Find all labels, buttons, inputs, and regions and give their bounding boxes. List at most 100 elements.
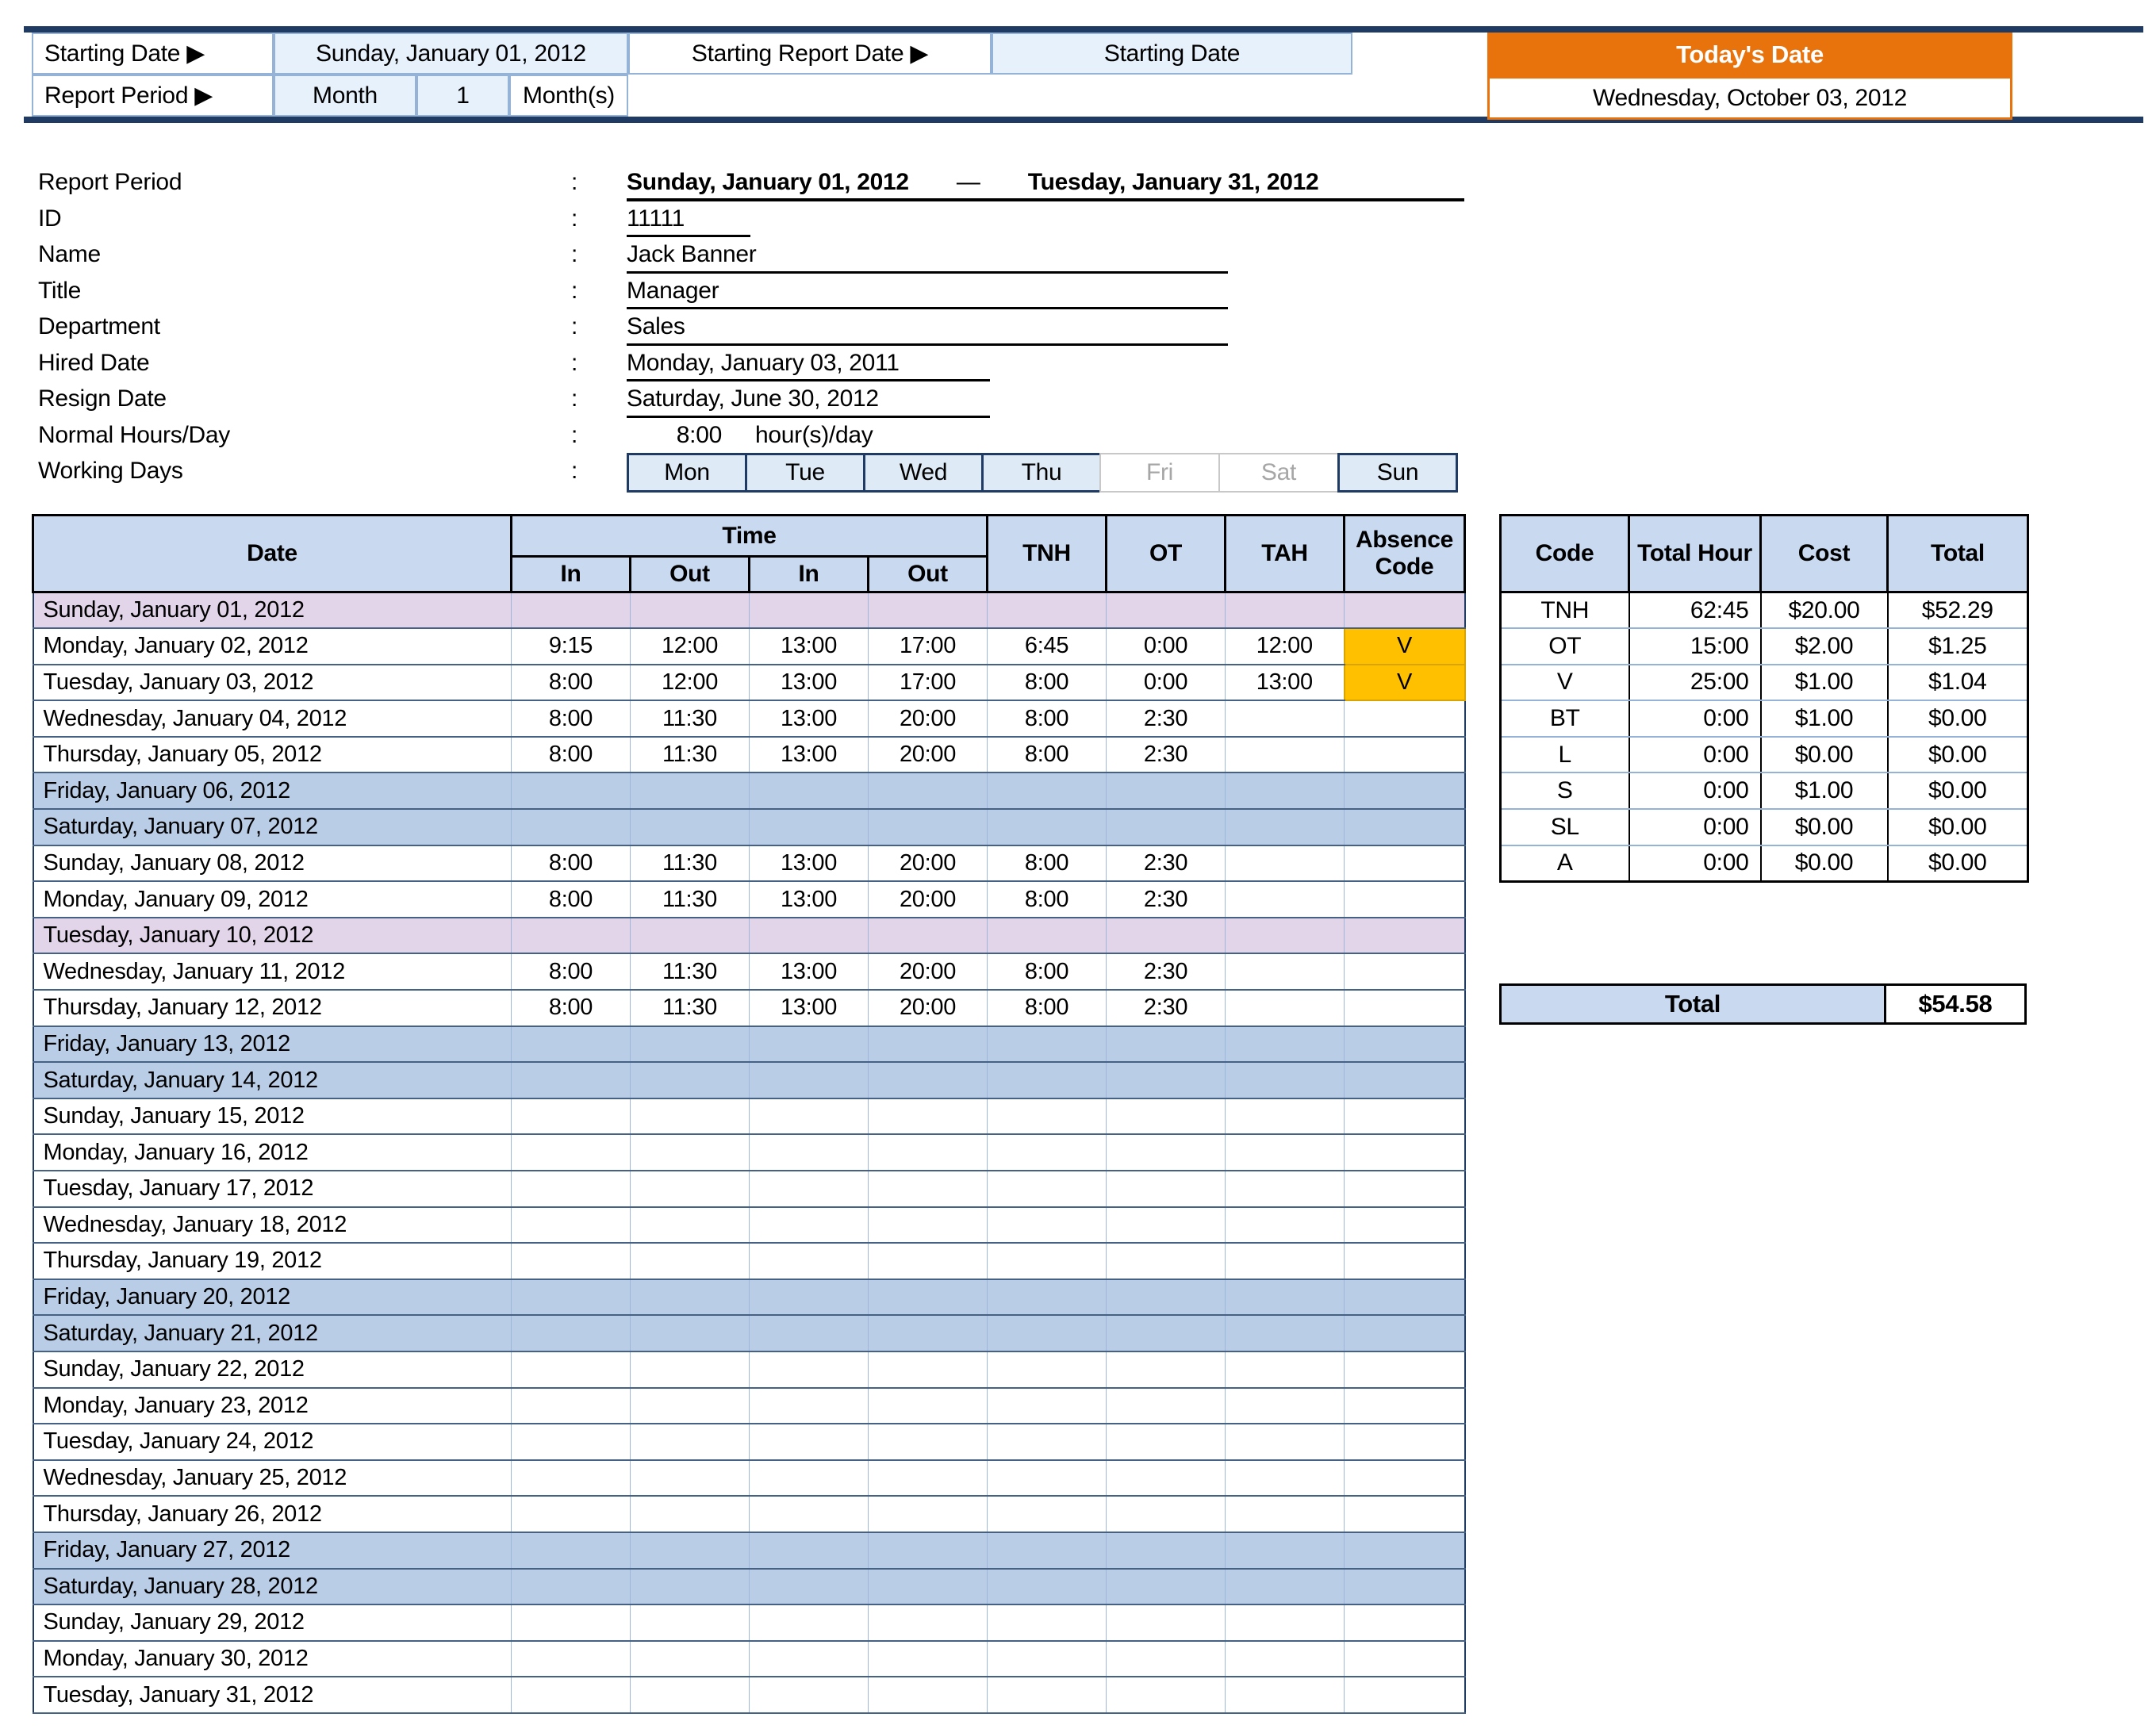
in1-cell[interactable]: 8:00 (511, 953, 631, 991)
report-period-range[interactable]: Sunday, January 01, 2012 — Tuesday, Januar… (627, 169, 1319, 196)
out2-cell[interactable] (867, 916, 988, 955)
out2-cell[interactable] (867, 1206, 988, 1244)
in1-cell[interactable] (511, 772, 631, 811)
abs-cell[interactable] (1344, 989, 1466, 1027)
hour-cell[interactable]: 25:00 (1628, 663, 1762, 702)
in2-cell[interactable] (749, 1061, 869, 1099)
tah-cell[interactable] (1225, 1061, 1345, 1099)
in2-cell[interactable] (749, 1314, 869, 1352)
tnh-cell[interactable] (987, 1025, 1107, 1064)
total-cell[interactable]: $52.29 (1886, 591, 2029, 630)
ot-cell[interactable] (1106, 1459, 1226, 1497)
in1-cell[interactable] (511, 1423, 631, 1461)
tah-cell[interactable] (1225, 953, 1345, 991)
out2-cell[interactable] (867, 1278, 988, 1317)
out1-cell[interactable] (630, 1495, 750, 1533)
in1-cell[interactable]: 8:00 (511, 700, 631, 738)
ot-cell[interactable]: 0:00 (1106, 663, 1226, 702)
cost-cell[interactable]: $1.00 (1759, 663, 1889, 702)
date-cell[interactable]: Friday, January 13, 2012 (33, 1025, 512, 1064)
tnh-cell[interactable] (987, 1531, 1107, 1570)
out1-cell[interactable] (630, 1350, 750, 1389)
out2-cell[interactable] (867, 1061, 988, 1099)
abs-cell[interactable] (1344, 1097, 1466, 1136)
tnh-cell[interactable] (987, 808, 1107, 846)
date-cell[interactable]: Wednesday, January 04, 2012 (33, 700, 512, 738)
in2-cell[interactable]: 13:00 (749, 953, 869, 991)
abs-cell[interactable] (1344, 1639, 1466, 1678)
abs-cell[interactable]: V (1343, 627, 1466, 665)
out1-cell[interactable] (630, 1242, 750, 1280)
working-day-sat[interactable]: Sat (1218, 453, 1339, 493)
abs-cell[interactable] (1344, 1314, 1466, 1352)
tnh-cell[interactable]: 8:00 (987, 989, 1107, 1027)
tah-cell[interactable] (1225, 1604, 1345, 1642)
tah-cell[interactable] (1225, 1242, 1345, 1280)
in2-cell[interactable] (749, 591, 869, 630)
out2-cell[interactable] (867, 1604, 988, 1642)
ot-cell[interactable]: 2:30 (1106, 880, 1226, 918)
abs-cell[interactable] (1344, 953, 1466, 991)
out1-cell[interactable] (630, 1025, 750, 1064)
in1-cell[interactable]: 8:00 (511, 989, 631, 1027)
in1-cell[interactable] (511, 1061, 631, 1099)
out2-cell[interactable] (867, 1423, 988, 1461)
tah-cell[interactable] (1225, 1133, 1345, 1171)
report-period-count-input[interactable]: 1 (416, 75, 509, 117)
date-cell[interactable]: Thursday, January 26, 2012 (33, 1495, 512, 1533)
tah-cell[interactable] (1225, 1206, 1345, 1244)
total-cell[interactable]: $0.00 (1886, 735, 2029, 774)
out1-cell[interactable] (630, 808, 750, 846)
hour-cell[interactable]: 15:00 (1628, 627, 1762, 665)
tah-cell[interactable] (1225, 1350, 1345, 1389)
out2-cell[interactable]: 20:00 (867, 953, 988, 991)
tnh-cell[interactable] (987, 1495, 1107, 1533)
title-field[interactable]: Manager (627, 277, 719, 304)
in2-cell[interactable] (749, 1206, 869, 1244)
resign-date-field[interactable]: Saturday, June 30, 2012 (627, 385, 879, 412)
date-cell[interactable]: Friday, January 20, 2012 (33, 1278, 512, 1317)
out2-cell[interactable] (867, 591, 988, 630)
out2-cell[interactable]: 20:00 (867, 735, 988, 774)
tah-cell[interactable] (1225, 1639, 1345, 1678)
abs-cell[interactable] (1344, 844, 1466, 883)
cost-cell[interactable]: $0.00 (1759, 808, 1889, 846)
abs-cell[interactable] (1344, 1495, 1466, 1533)
in1-cell[interactable] (511, 591, 631, 630)
date-cell[interactable]: Friday, January 06, 2012 (33, 772, 512, 811)
in1-cell[interactable] (511, 808, 631, 846)
abs-cell[interactable] (1344, 1350, 1466, 1389)
in1-cell[interactable] (511, 1170, 631, 1208)
hour-cell[interactable]: 0:00 (1628, 700, 1762, 738)
ot-cell[interactable]: 2:30 (1106, 844, 1226, 883)
date-cell[interactable]: Monday, January 09, 2012 (33, 880, 512, 918)
in2-cell[interactable]: 13:00 (749, 627, 869, 665)
tah-cell[interactable] (1225, 735, 1345, 774)
working-day-mon[interactable]: Mon (627, 453, 747, 493)
tah-cell[interactable] (1225, 1386, 1345, 1425)
out2-cell[interactable] (867, 1133, 988, 1171)
tnh-cell[interactable] (987, 1386, 1107, 1425)
out1-cell[interactable] (630, 1278, 750, 1317)
ot-cell[interactable]: 2:30 (1106, 953, 1226, 991)
working-day-fri[interactable]: Fri (1099, 453, 1220, 493)
tnh-cell[interactable]: 6:45 (987, 627, 1107, 665)
tah-cell[interactable]: 12:00 (1225, 627, 1345, 665)
date-cell[interactable]: Monday, January 02, 2012 (33, 627, 512, 665)
starting-date-input[interactable]: Sunday, January 01, 2012 (274, 33, 628, 75)
total-cell[interactable]: $0.00 (1886, 772, 2029, 811)
out1-cell[interactable] (630, 1386, 750, 1425)
out2-cell[interactable] (867, 1242, 988, 1280)
hour-cell[interactable]: 62:45 (1628, 591, 1762, 630)
ot-cell[interactable] (1106, 1314, 1226, 1352)
out1-cell[interactable] (630, 591, 750, 630)
out1-cell[interactable]: 11:30 (630, 844, 750, 883)
hired-date-field[interactable]: Monday, January 03, 2011 (627, 349, 900, 376)
in2-cell[interactable] (749, 1495, 869, 1533)
date-cell[interactable]: Tuesday, January 17, 2012 (33, 1170, 512, 1208)
in1-cell[interactable] (511, 1495, 631, 1533)
in1-cell[interactable] (511, 1567, 631, 1606)
in2-cell[interactable] (749, 1676, 869, 1714)
ot-cell[interactable] (1106, 1025, 1226, 1064)
in2-cell[interactable] (749, 1242, 869, 1280)
